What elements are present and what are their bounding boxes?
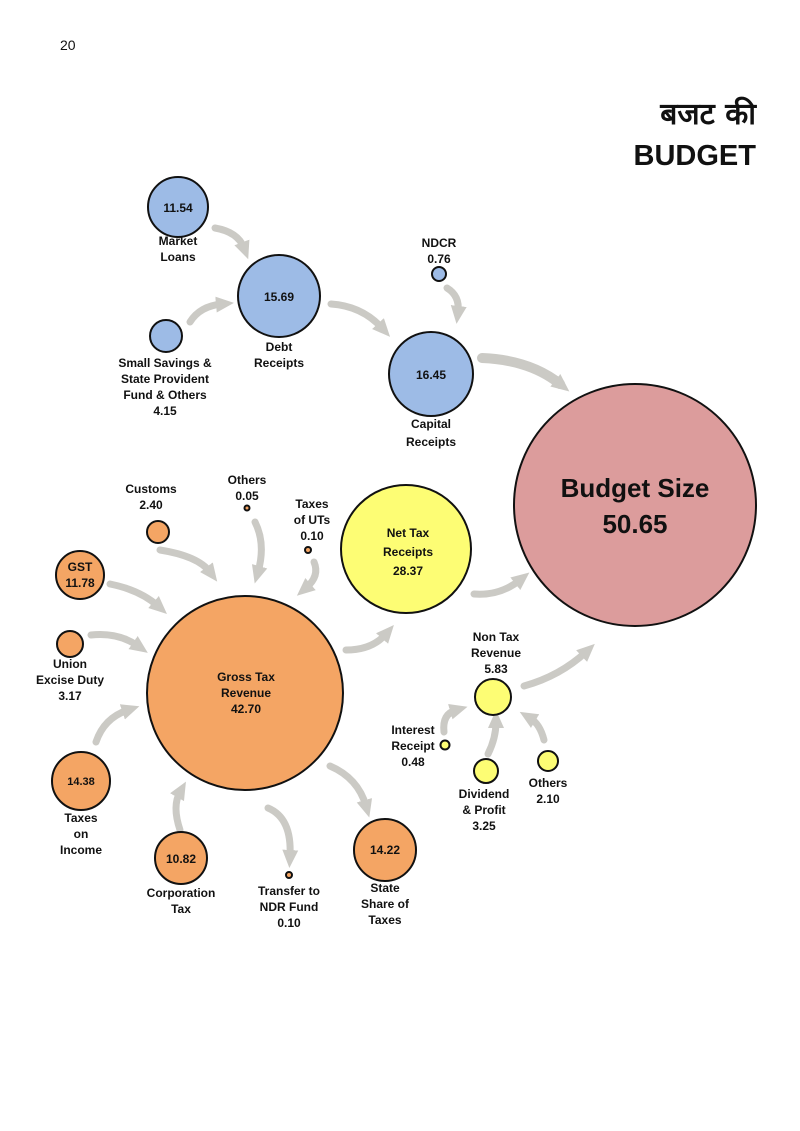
market-loans-bubble — [147, 176, 209, 238]
arrow-excise-to-gtr — [87, 631, 148, 653]
non-tax-revenue-label: Non Tax Revenue 5.83 — [471, 630, 521, 676]
corporation-tax-label: Corporation Tax — [147, 886, 216, 916]
arrow-savings-to-debt — [186, 296, 234, 326]
arrow-net-to-budget — [470, 572, 530, 598]
state-share-value: 14.22 — [370, 843, 400, 857]
others-tax-bubble — [243, 504, 251, 512]
corporation-tax-value: 10.82 — [166, 852, 196, 866]
ndcr-bubble — [431, 266, 447, 282]
gst-bubble — [55, 550, 105, 600]
debt-receipts-bubble — [237, 254, 321, 338]
page-number: 20 — [60, 37, 76, 53]
arrow-ndcr-to-capital — [443, 284, 467, 324]
others-non-tax-bubble — [537, 750, 559, 772]
market-loans-value: 11.54 — [163, 201, 193, 215]
gross-tax-revenue-bubble — [146, 595, 344, 791]
state-share-label: State Share of Taxes — [361, 881, 410, 927]
arrow-capital-to-budget — [477, 353, 570, 392]
arrow-gtr-to-state — [326, 762, 373, 818]
transfer-ndr-label: Transfer to NDR Fund 0.10 — [258, 884, 320, 930]
title-english: BUDGET — [633, 140, 756, 172]
interest-receipt-bubble — [439, 739, 451, 751]
arrow-market-to-debt — [211, 224, 250, 260]
taxes-on-income-value: 14.38 — [67, 776, 95, 788]
dividend-profit-label: Dividend & Profit 3.25 — [459, 787, 510, 833]
arrow-nontax-to-budget — [520, 643, 595, 690]
customs-label: Customs 2.40 — [125, 482, 177, 512]
taxes-of-uts-bubble — [304, 546, 312, 554]
small-savings-label: Small Savings & State Provident Fund & Oth… — [118, 356, 212, 418]
transfer-ndr-bubble — [285, 871, 293, 879]
dividend-profit-bubble — [473, 758, 499, 784]
capital-receipts-value: 16.45 — [416, 368, 446, 382]
arrow-uts-to-gtr — [296, 558, 320, 596]
gross-tax-revenue-label: Gross Tax Revenue 42.70 — [217, 670, 275, 716]
gst-label: GST 11.78 — [65, 560, 95, 590]
capital-receipts-label: Capital Receipts — [406, 417, 456, 449]
capital-receipts-bubble — [388, 331, 474, 417]
arrow-gst-to-gtr — [106, 580, 167, 614]
small-savings-bubble — [149, 319, 183, 353]
union-excise-bubble — [56, 630, 84, 658]
arrow-interest-to-nontax — [440, 703, 468, 736]
net-tax-receipts-label: Net Tax Receipts 28.37 — [383, 526, 433, 578]
union-excise-label: Union Excise Duty 3.17 — [36, 657, 104, 703]
taxes-on-income-bubble — [51, 751, 111, 811]
title-hindi: बजट की — [660, 97, 756, 132]
debt-receipts-value: 15.69 — [264, 290, 294, 304]
market-loans-label: Market Loans — [159, 234, 198, 264]
net-tax-receipts-bubble — [340, 484, 472, 614]
others-non-tax-label: Others 2.10 — [529, 776, 568, 806]
arrow-gtr-to-net — [342, 624, 394, 654]
budget-size-value: 50.65 — [602, 509, 667, 539]
arrow-debt-to-capital — [327, 300, 391, 337]
budget-size-label: Budget Size — [561, 473, 710, 503]
customs-bubble — [146, 520, 170, 544]
corporation-tax-bubble — [154, 831, 208, 885]
arrow-dividend-to-nontax — [484, 710, 504, 758]
flow-arrows — [87, 224, 595, 868]
budget-size-bubble — [513, 383, 757, 627]
arrow-gtr-to-transfer — [264, 804, 299, 868]
arrow-corporation-to-gtr — [170, 781, 186, 834]
taxes-on-income-label: Taxes on Income — [60, 811, 102, 857]
arrow-others-to-nontax — [519, 711, 548, 744]
taxes-of-uts-label: Taxes of UTs 0.10 — [294, 497, 331, 543]
arrow-customs-to-gtr — [156, 546, 218, 582]
debt-receipts-label: Debt Receipts — [254, 340, 304, 370]
state-share-bubble — [353, 818, 417, 882]
arrow-others-to-gtr — [251, 518, 268, 584]
non-tax-revenue-bubble — [474, 678, 512, 716]
ndcr-label: NDCR 0.76 — [422, 236, 457, 266]
interest-receipt-label: Interest Receipt 0.48 — [391, 723, 434, 769]
arrow-income-to-gtr — [92, 704, 140, 746]
others-tax-label: Others 0.05 — [228, 473, 267, 503]
